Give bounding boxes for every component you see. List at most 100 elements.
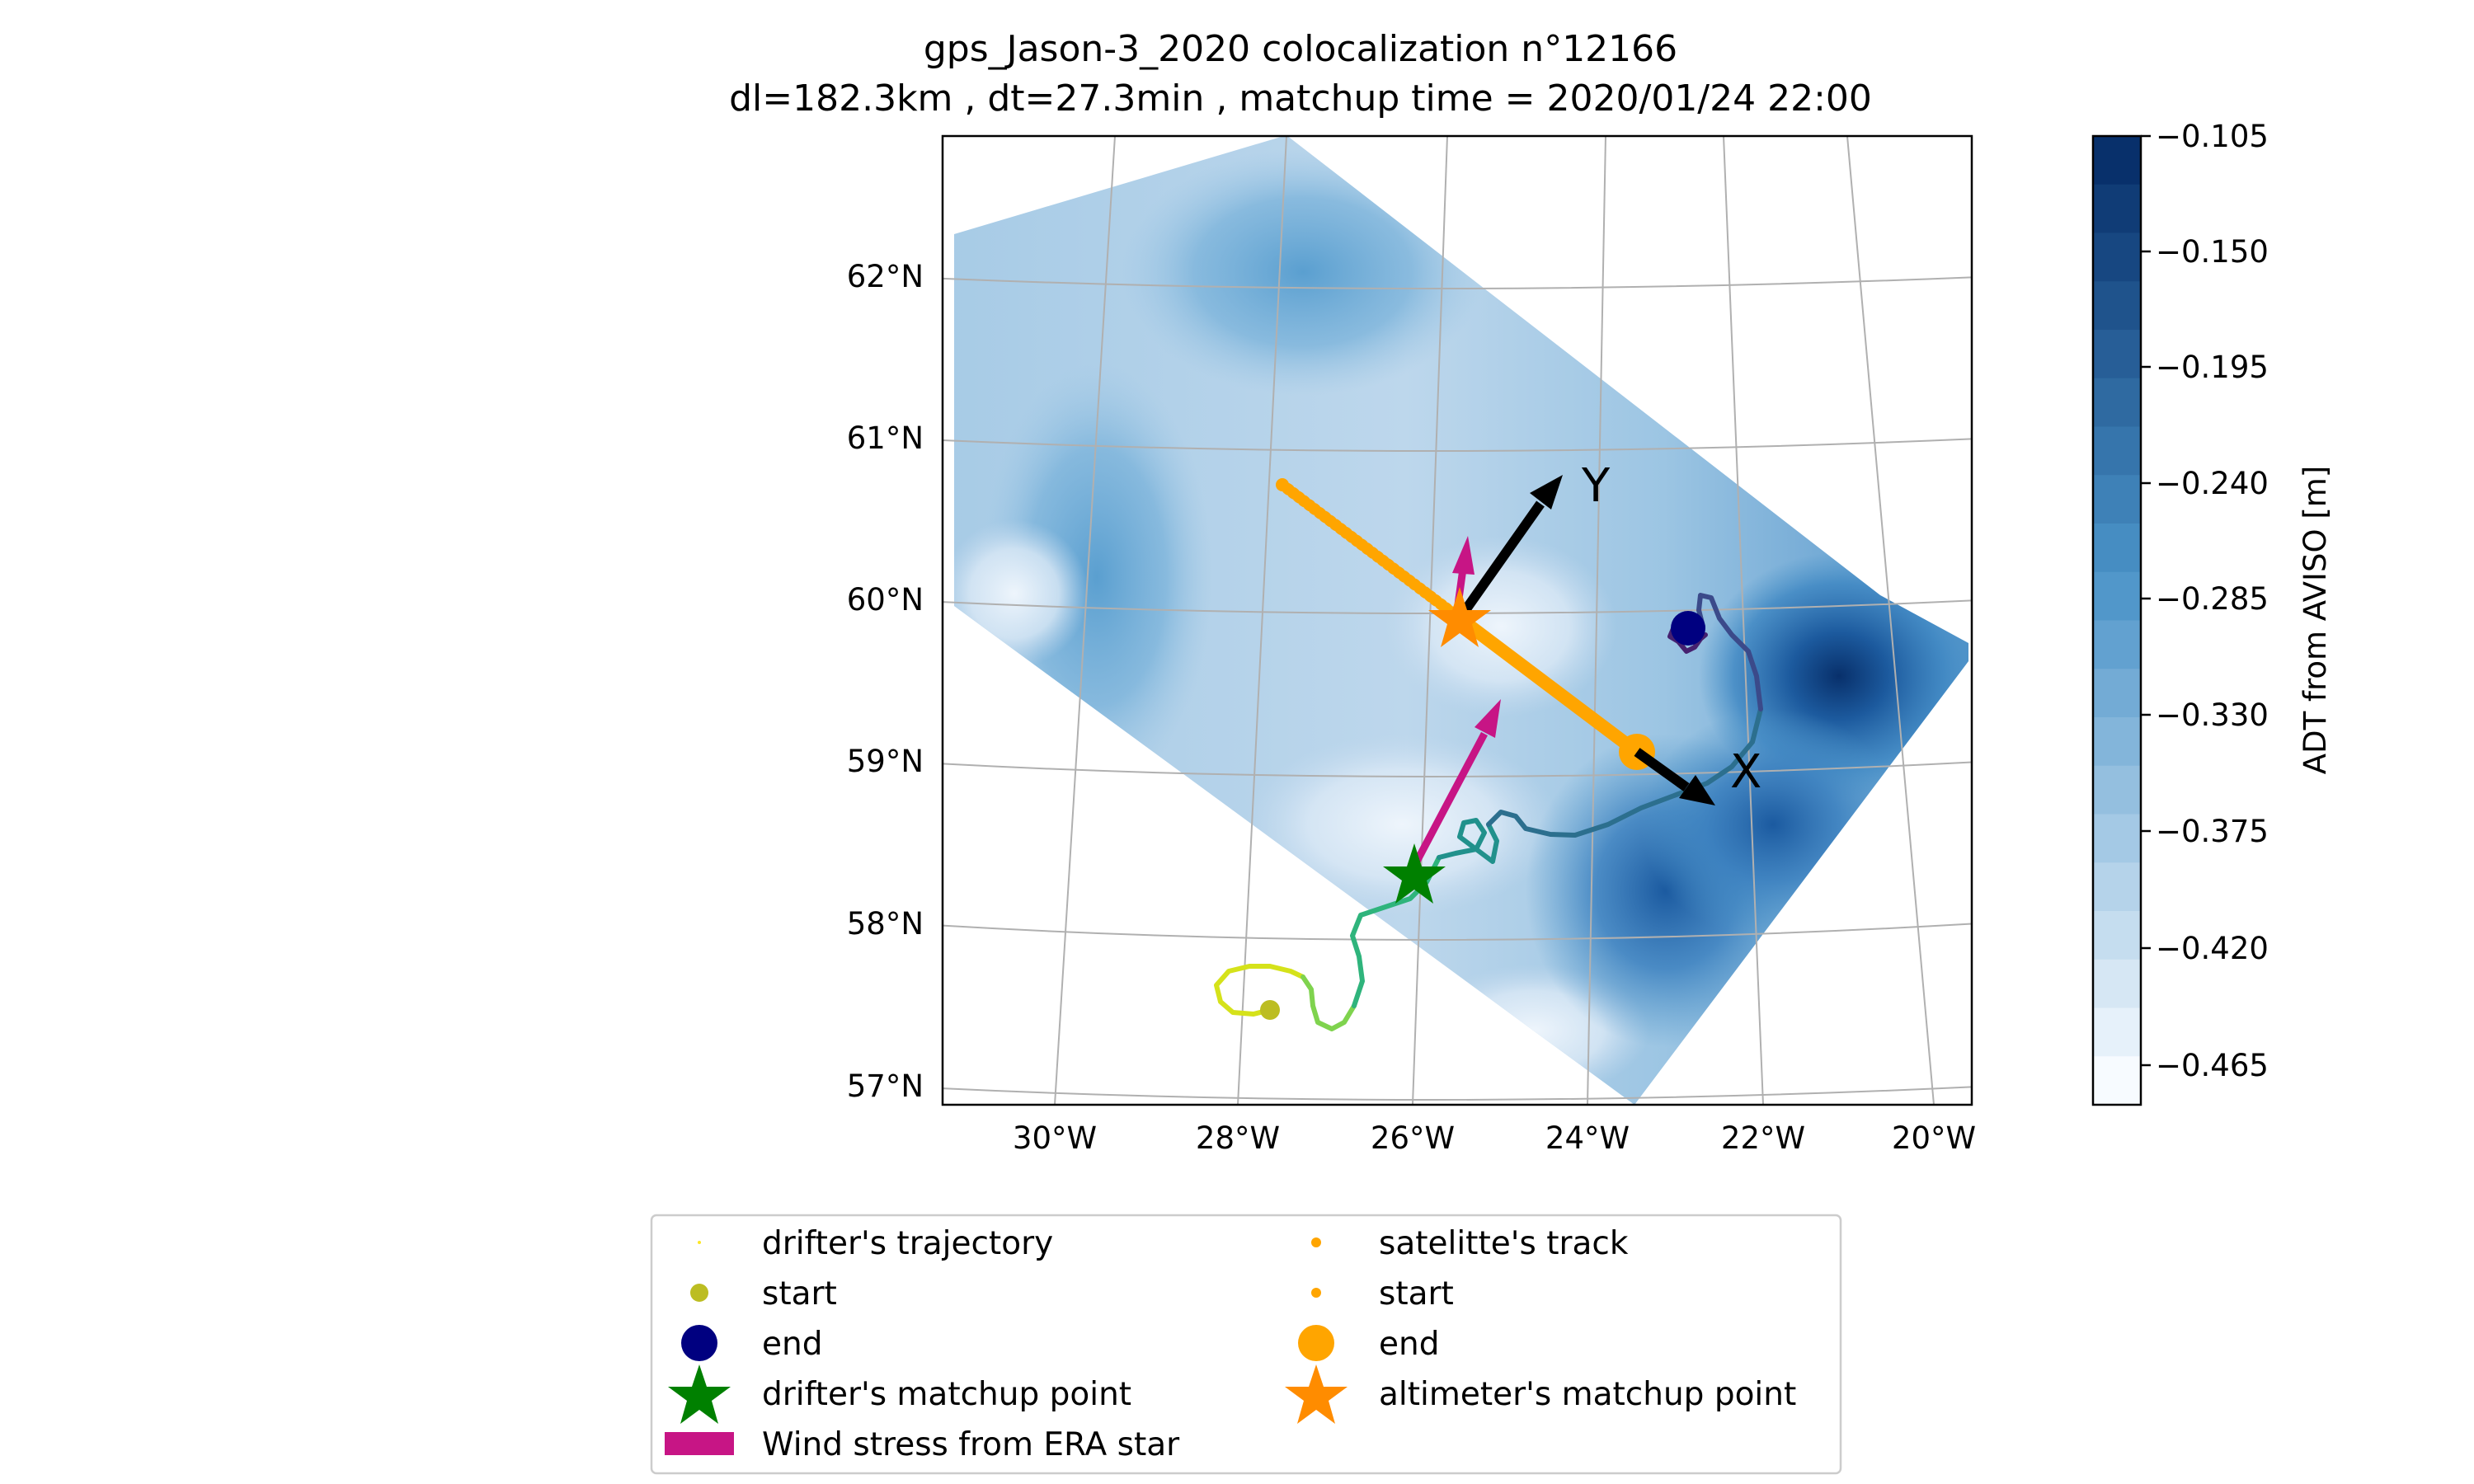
chart-title-line2: dl=182.3km , dt=27.3min , matchup time =…: [729, 77, 1872, 120]
local-axes: Y X: [1456, 459, 1761, 805]
wind-arrow-drifter-shaft: [1407, 731, 1488, 876]
colorbar-tick-label: −0.240: [2156, 466, 2269, 501]
colorbar-tick-label: −0.465: [2156, 1048, 2269, 1083]
legend-label: start: [1379, 1275, 1454, 1313]
y-axis-arrow-head: [1530, 475, 1563, 510]
colorbar-band: [2093, 136, 2141, 186]
colorbar-ticks: [2141, 134, 2151, 1067]
colorbar-band: [2093, 524, 2141, 573]
legend-marker-wind: [665, 1432, 734, 1455]
meridian-20w: [1846, 136, 1935, 1105]
meridian-30w: [1054, 136, 1116, 1105]
legend-label: drifter's matchup point: [762, 1376, 1131, 1413]
lat-label: 59°N: [847, 744, 924, 779]
meridian-28w: [1237, 136, 1287, 1105]
lat-label: 57°N: [847, 1068, 924, 1104]
legend-label: satelitte's track: [1379, 1225, 1629, 1262]
colorbar-band: [2093, 765, 2141, 815]
colorbar-band: [2093, 959, 2141, 1009]
legend-label: drifter's trajectory: [762, 1225, 1053, 1262]
adt-pale-west: [954, 519, 1089, 668]
legend: drifter's trajectory start end drifter's…: [650, 1214, 1842, 1475]
colorbar-band: [2093, 911, 2141, 960]
lon-label: 26°W: [1371, 1120, 1455, 1156]
trajectory-segment: [1437, 818, 1499, 864]
lon-label: 20°W: [1892, 1120, 1976, 1156]
lon-label: 28°W: [1196, 1120, 1280, 1156]
trajectory-segment: [1486, 707, 1763, 838]
legend-box: [650, 1214, 1842, 1475]
colorbar-tick-label: −0.375: [2156, 814, 2269, 849]
legend-marker-sat-start: [1311, 1288, 1321, 1298]
wind-arrow-drifter-head: [1475, 699, 1501, 738]
lon-label: 22°W: [1721, 1120, 1805, 1156]
satellite-start-marker: [1276, 478, 1289, 491]
adt-pale-center: [1245, 734, 1559, 915]
legend-label: end: [762, 1326, 822, 1363]
colorbar: −0.105 −0.150 −0.195 −0.240 −0.285 −0.33…: [2091, 119, 2333, 1106]
colorbar-band: [2093, 232, 2141, 282]
colorbar-band: [2093, 669, 2141, 718]
colorbar-band: [2093, 1056, 2141, 1106]
colorbar-band: [2093, 1007, 2141, 1057]
legend-marker-sat-end: [1298, 1325, 1334, 1361]
trajectory-segment: [1214, 964, 1305, 1017]
lat-label: 62°N: [847, 259, 924, 294]
lon-labels: 30°W 28°W 26°W 24°W 22°W 20°W: [1013, 1120, 1976, 1156]
parallel-58n: [943, 923, 1972, 941]
y-axis-arrow-shaft: [1456, 500, 1545, 622]
lat-label: 60°N: [847, 582, 924, 618]
legend-label: start: [762, 1275, 837, 1313]
x-axis-arrow-head: [1679, 775, 1715, 805]
drifter-start-marker: [1260, 1000, 1280, 1020]
legend-marker-sat-track: [1311, 1237, 1321, 1247]
legend-label: Wind stress from ERA star: [762, 1426, 1180, 1463]
meridian-24w: [1587, 136, 1606, 1105]
parallel-59n: [943, 761, 1972, 777]
legend-marker-altimeter-star: [1285, 1364, 1348, 1424]
chart-title-line1: gps_Jason-3_2020 colocalization n°12166: [924, 28, 1677, 70]
adt-patch-north: [1122, 148, 1484, 396]
adt-pale-mid: [1385, 536, 1616, 717]
colorbar-bands: [2093, 136, 2141, 1106]
parallel-57n: [943, 1086, 1972, 1101]
colorbar-tick-label: −0.330: [2156, 697, 2269, 733]
wind-arrow-altimeter-head: [1452, 536, 1475, 575]
lon-label: 24°W: [1545, 1120, 1630, 1156]
colorbar-band: [2093, 281, 2141, 331]
drifter-end-marker: [1671, 611, 1705, 646]
colorbar-label: ADT from AVISO [m]: [2298, 466, 2333, 774]
colorbar-tick-label: −0.150: [2156, 234, 2269, 270]
legend-label: altimeter's matchup point: [1379, 1376, 1796, 1413]
x-axis-label: X: [1730, 745, 1761, 799]
map-frame: [941, 134, 1973, 1106]
colorbar-band: [2093, 620, 2141, 669]
colorbar-band: [2093, 426, 2141, 476]
colorbar-band: [2093, 184, 2141, 234]
altimeter-matchup-star: [1428, 587, 1491, 647]
lat-label: 61°N: [847, 420, 924, 456]
meridian-26w: [1412, 136, 1448, 1105]
parallel-61n: [943, 438, 1972, 452]
colorbar-tick-label: −0.105: [2156, 119, 2269, 154]
colorbar-band: [2093, 475, 2141, 524]
colorbar-frame: [2091, 134, 2142, 1106]
legend-marker-drifter-start: [690, 1284, 708, 1302]
trajectory-segment: [1300, 974, 1357, 1031]
adt-low-southeast: [1641, 709, 1905, 940]
satellite-track-dense: [1456, 613, 1641, 758]
colorbar-tick-label: −0.285: [2156, 581, 2269, 617]
colorbar-tick-label: −0.420: [2156, 931, 2269, 966]
y-axis-label: Y: [1581, 459, 1611, 513]
legend-marker-trajectory: [698, 1241, 701, 1244]
drifter-matchup-star: [1383, 843, 1446, 904]
legend-label: end: [1379, 1326, 1439, 1363]
meridian-22w: [1723, 136, 1764, 1105]
colorbar-tick-label: −0.195: [2156, 350, 2269, 385]
lat-labels: 57°N 58°N 59°N 60°N 61°N 62°N: [847, 259, 924, 1104]
colorbar-band: [2093, 330, 2141, 379]
lon-label: 30°W: [1013, 1120, 1097, 1156]
colorbar-band: [2093, 814, 2141, 863]
lat-label: 58°N: [847, 906, 924, 942]
